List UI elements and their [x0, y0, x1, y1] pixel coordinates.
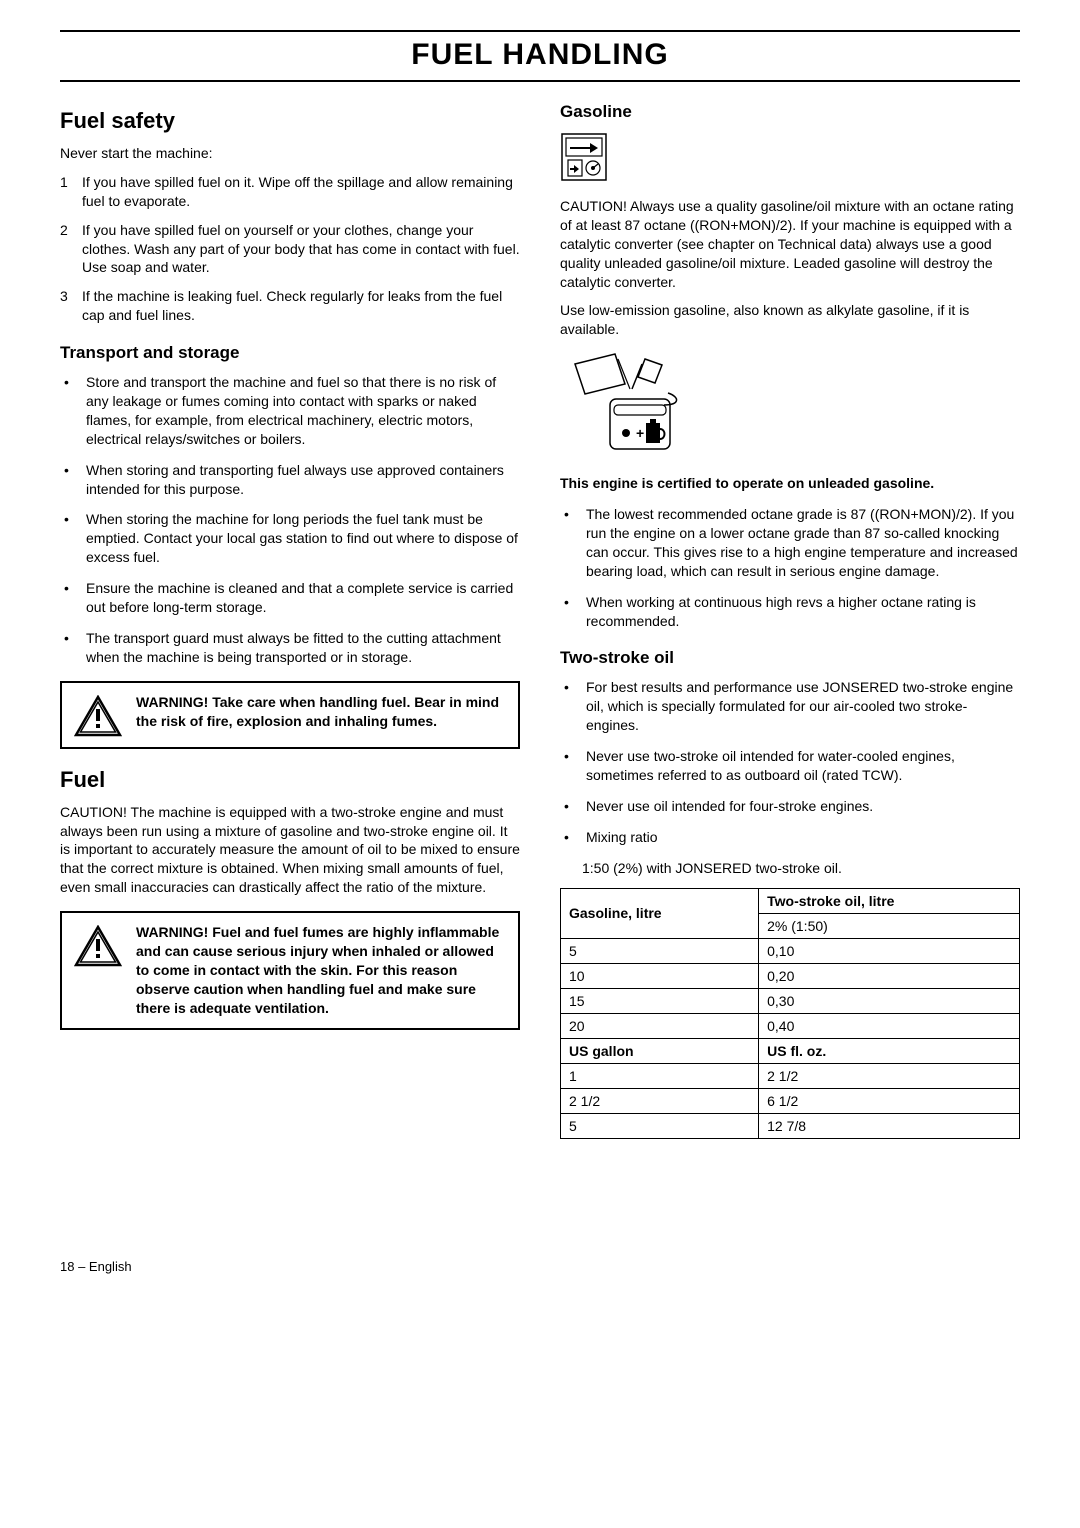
list-number: 1 [60, 173, 82, 211]
page-footer: 18 – English [60, 1259, 1020, 1274]
table-header: US fl. oz. [759, 1038, 1020, 1063]
table-row: 200,40 [561, 1013, 1020, 1038]
table-cell: 2% (1:50) [759, 913, 1020, 938]
list-text: If you have spilled fuel on it. Wipe off… [82, 173, 520, 211]
list-text: The transport guard must always be fitte… [86, 629, 520, 667]
table-row: US gallonUS fl. oz. [561, 1038, 1020, 1063]
warning-box-1: WARNING! Take care when handling fuel. B… [60, 681, 520, 749]
table-cell: 0,40 [759, 1013, 1020, 1038]
table-row: 50,10 [561, 938, 1020, 963]
list-item: When storing and transporting fuel alway… [60, 461, 520, 499]
list-item: Store and transport the machine and fuel… [60, 373, 520, 449]
top-rule [60, 30, 1020, 32]
table-cell: 5 [561, 938, 759, 963]
oil-list: For best results and performance use JON… [560, 678, 1020, 846]
heading-gasoline: Gasoline [560, 102, 1020, 122]
content-columns: Fuel safety Never start the machine: 1If… [60, 102, 1020, 1139]
list-item: The lowest recommended octane grade is 8… [560, 505, 1020, 581]
list-text: For best results and performance use JON… [586, 678, 1020, 735]
list-item: 1If you have spilled fuel on it. Wipe of… [60, 173, 520, 211]
list-item: The transport guard must always be fitte… [60, 629, 520, 667]
table-cell: 2 1/2 [759, 1063, 1020, 1088]
list-item: 3If the machine is leaking fuel. Check r… [60, 287, 520, 325]
list-text: If you have spilled fuel on yourself or … [82, 221, 520, 278]
never-start-text: Never start the machine: [60, 144, 520, 163]
warning-text: WARNING! Fuel and fuel fumes are highly … [136, 923, 506, 1017]
svg-text:+: + [636, 425, 644, 441]
list-text: Store and transport the machine and fuel… [86, 373, 520, 449]
table-cell: 2 1/2 [561, 1088, 759, 1113]
list-text: When storing the machine for long period… [86, 510, 520, 567]
gasoline-list: The lowest recommended octane grade is 8… [560, 505, 1020, 630]
table-header: Gasoline, litre [561, 888, 759, 938]
table-row: 512 7/8 [561, 1113, 1020, 1138]
mix-ratio-text: 1:50 (2%) with JONSERED two-stroke oil. [582, 859, 1020, 878]
never-start-list: 1If you have spilled fuel on it. Wipe of… [60, 173, 520, 325]
list-text: The lowest recommended octane grade is 8… [586, 505, 1020, 581]
table-row: 12 1/2 [561, 1063, 1020, 1088]
list-text: When working at continuous high revs a h… [586, 593, 1020, 631]
gasoline-pump-icon [560, 132, 1020, 187]
list-text: Ensure the machine is cleaned and that a… [86, 579, 520, 617]
list-item: Mixing ratio [560, 828, 1020, 847]
table-cell: 0,30 [759, 988, 1020, 1013]
certification-text: This engine is certified to operate on u… [560, 474, 1020, 493]
mixing-table: Gasoline, litre Two-stroke oil, litre 2%… [560, 888, 1020, 1139]
page-title: FUEL HANDLING [60, 38, 1020, 82]
table-cell: 10 [561, 963, 759, 988]
heading-fuel-safety: Fuel safety [60, 108, 520, 134]
list-text: Never use two-stroke oil intended for wa… [586, 747, 1020, 785]
table-cell: 0,10 [759, 938, 1020, 963]
list-text: Mixing ratio [586, 828, 658, 847]
list-item: For best results and performance use JON… [560, 678, 1020, 735]
heading-fuel: Fuel [60, 767, 520, 793]
table-cell: 1 [561, 1063, 759, 1088]
table-header: Two-stroke oil, litre [759, 888, 1020, 913]
left-column: Fuel safety Never start the machine: 1If… [60, 102, 520, 1139]
list-item: 2If you have spilled fuel on yourself or… [60, 221, 520, 278]
list-item: When storing the machine for long period… [60, 510, 520, 567]
warning-triangle-icon [74, 925, 122, 967]
list-item: Never use oil intended for four-stroke e… [560, 797, 1020, 816]
list-number: 3 [60, 287, 82, 325]
list-item: When working at continuous high revs a h… [560, 593, 1020, 631]
page-number: 18 [60, 1259, 74, 1274]
warning-text: WARNING! Take care when handling fuel. B… [136, 693, 506, 731]
table-header: US gallon [561, 1038, 759, 1063]
table-cell: 6 1/2 [759, 1088, 1020, 1113]
gasoline-caution-text: CAUTION! Always use a quality gasoline/o… [560, 197, 1020, 291]
list-text: When storing and transporting fuel alway… [86, 461, 520, 499]
transport-list: Store and transport the machine and fuel… [60, 373, 520, 667]
table-row: Gasoline, litre Two-stroke oil, litre [561, 888, 1020, 913]
list-text: Never use oil intended for four-stroke e… [586, 797, 873, 816]
list-text: If the machine is leaking fuel. Check re… [82, 287, 520, 325]
gasoline-alkylate-text: Use low-emission gasoline, also known as… [560, 301, 1020, 339]
heading-two-stroke-oil: Two-stroke oil [560, 648, 1020, 668]
table-row: 100,20 [561, 963, 1020, 988]
right-column: Gasoline CAUTION! Always use a quality g… [560, 102, 1020, 1139]
table-cell: 12 7/8 [759, 1113, 1020, 1138]
list-number: 2 [60, 221, 82, 278]
table-cell: 0,20 [759, 963, 1020, 988]
heading-transport: Transport and storage [60, 343, 520, 363]
list-item: Ensure the machine is cleaned and that a… [60, 579, 520, 617]
warning-triangle-icon [74, 695, 122, 737]
fuel-caution-text: CAUTION! The machine is equipped with a … [60, 803, 520, 897]
list-item: Never use two-stroke oil intended for wa… [560, 747, 1020, 785]
table-cell: 20 [561, 1013, 759, 1038]
mixing-illustration-icon: + [560, 349, 1020, 464]
table-row: 2 1/26 1/2 [561, 1088, 1020, 1113]
warning-box-2: WARNING! Fuel and fuel fumes are highly … [60, 911, 520, 1029]
table-row: 150,30 [561, 988, 1020, 1013]
footer-language: – English [74, 1259, 131, 1274]
table-cell: 5 [561, 1113, 759, 1138]
table-cell: 15 [561, 988, 759, 1013]
